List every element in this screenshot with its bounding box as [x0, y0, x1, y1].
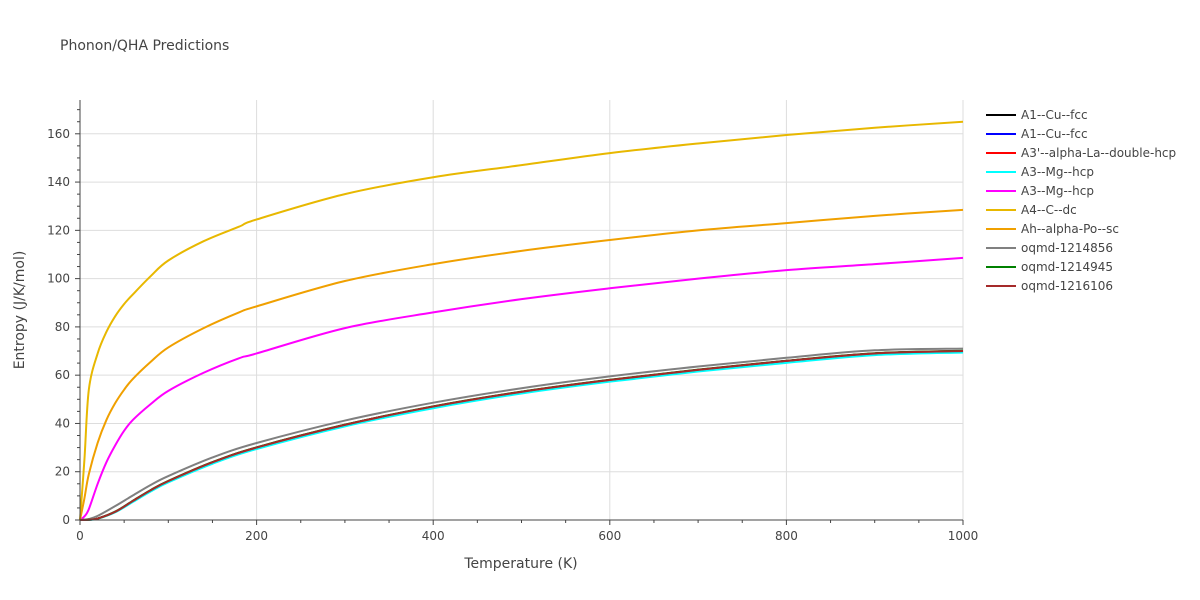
x-tick-label: 800 [775, 529, 798, 543]
legend-label: Ah--alpha-Po--sc [1021, 222, 1119, 236]
legend-item-5[interactable]: A4--C--dc [986, 203, 1077, 217]
series-line-4 [79, 256, 964, 521]
y-tick-label: 160 [47, 127, 70, 141]
y-tick-label: 60 [55, 368, 70, 382]
legend-label: A1--Cu--fcc [1021, 108, 1088, 122]
legend-label: A3'--alpha-La--double-hcp [1021, 146, 1176, 160]
y-tick-label: 40 [55, 416, 70, 430]
series-lines [79, 120, 964, 521]
x-axis-title: Temperature (K) [463, 556, 577, 572]
y-tick-label: 120 [47, 223, 70, 237]
y-tick-label: 20 [55, 465, 70, 479]
legend-item-8[interactable]: oqmd-1214945 [986, 260, 1113, 274]
y-tick-label: 0 [62, 513, 70, 527]
legend-label: oqmd-1216106 [1021, 279, 1113, 293]
x-tick-label: 400 [422, 529, 445, 543]
legend-item-9[interactable]: oqmd-1216106 [986, 279, 1113, 293]
chart-title: Phonon/QHA Predictions [60, 38, 229, 54]
legend-label: A1--Cu--fcc [1021, 127, 1088, 141]
legend-item-7[interactable]: oqmd-1214856 [986, 241, 1113, 255]
series-line-0 [79, 350, 964, 521]
y-axis-title: Entropy (J/K/mol) [12, 251, 28, 370]
legend-item-1[interactable]: A1--Cu--fcc [986, 127, 1088, 141]
series-line-6 [79, 208, 964, 521]
x-tick-label: 1000 [948, 529, 979, 543]
x-tick-label: 0 [76, 529, 84, 543]
legend-item-6[interactable]: Ah--alpha-Po--sc [986, 222, 1119, 236]
legend-item-2[interactable]: A3'--alpha-La--double-hcp [986, 146, 1176, 160]
legend[interactable]: A1--Cu--fcc A1--Cu--fcc A3'--alpha-La--dou… [986, 108, 1176, 293]
legend-label: A3--Mg--hcp [1021, 184, 1094, 198]
series-line-3 [79, 351, 964, 521]
axes: 0 200 400 600 800 1000 0 20 40 60 80 100 120 140 160 [47, 100, 978, 543]
series-line-7 [79, 347, 964, 521]
y-tick-label: 80 [55, 320, 70, 334]
legend-item-0[interactable]: A1--Cu--fcc [986, 108, 1088, 122]
legend-label: oqmd-1214945 [1021, 260, 1113, 274]
legend-item-4[interactable]: A3--Mg--hcp [986, 184, 1094, 198]
series-line-8 [79, 349, 964, 521]
legend-label: oqmd-1214856 [1021, 241, 1113, 255]
legend-item-3[interactable]: A3--Mg--hcp [986, 165, 1094, 179]
series-line-5 [79, 120, 964, 521]
x-tick-label: 600 [598, 529, 621, 543]
x-tick-label: 200 [245, 529, 268, 543]
legend-label: A3--Mg--hcp [1021, 165, 1094, 179]
y-tick-label: 140 [47, 175, 70, 189]
series-line-1 [79, 350, 964, 521]
series-line-2 [79, 350, 964, 521]
y-tick-label: 100 [47, 272, 70, 286]
legend-label: A4--C--dc [1021, 203, 1077, 217]
series-line-9 [79, 350, 964, 521]
